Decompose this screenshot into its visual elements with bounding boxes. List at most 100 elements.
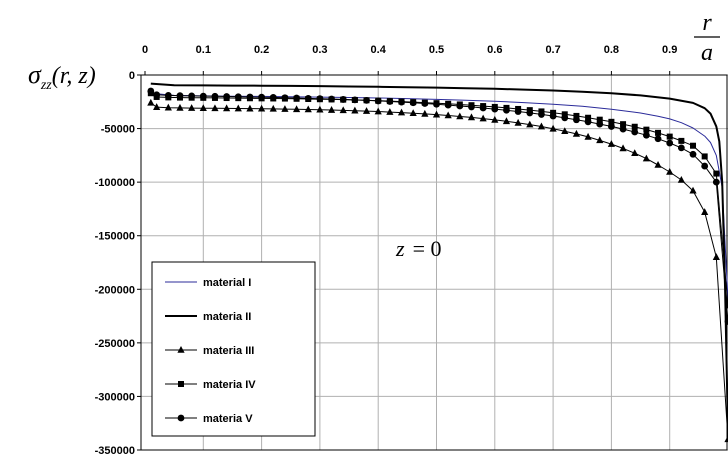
data-point-materia-v	[304, 94, 312, 102]
data-point-materia-iv	[655, 129, 662, 136]
data-point-materia-iv	[678, 137, 685, 144]
data-point-materia-v	[479, 104, 487, 112]
data-point-materia-v	[619, 125, 627, 133]
x-tick-label: 0.8	[604, 44, 619, 56]
data-point-materia-iii	[281, 105, 289, 112]
data-point-materia-iii	[362, 107, 371, 114]
legend-swatch-marker	[177, 414, 185, 422]
data-point-materia-v	[677, 144, 685, 152]
data-point-materia-v	[269, 93, 277, 101]
data-point-materia-v	[573, 116, 580, 124]
data-point-materia-iv	[701, 153, 708, 160]
data-point-materia-v	[724, 318, 728, 325]
data-point-materia-v	[409, 99, 417, 107]
data-point-materia-v	[491, 105, 499, 113]
y-tick-label: -250000	[95, 338, 135, 350]
y-tick-label: -300000	[95, 391, 135, 403]
data-point-materia-v	[561, 114, 569, 122]
legend-box	[151, 261, 316, 437]
data-point-materia-iii	[572, 129, 581, 137]
data-point-materia-v	[654, 135, 662, 143]
data-point-materia-v	[526, 109, 534, 117]
x-tick-label: 0.4	[371, 44, 387, 56]
data-point-materia-v	[503, 106, 510, 114]
y-tick-label: -200000	[95, 284, 135, 296]
data-point-materia-iii	[339, 106, 347, 114]
data-point-materia-v	[234, 93, 242, 101]
data-point-materia-v	[153, 91, 161, 99]
data-point-materia-v	[211, 92, 219, 100]
data-point-materia-iii	[619, 144, 627, 152]
data-point-materia-v	[631, 128, 639, 136]
y-label-sub: zz	[40, 78, 52, 93]
data-point-materia-v	[398, 98, 405, 106]
data-point-materia-v	[689, 150, 697, 158]
x-tick-label: 0.9	[662, 44, 677, 56]
plot-area	[140, 74, 728, 451]
data-point-materia-iii	[549, 124, 557, 132]
data-point-materia-iii	[188, 104, 196, 111]
data-point-materia-v	[514, 108, 522, 115]
legend-label: material I	[203, 277, 251, 289]
x-tick-label: 0.3	[312, 44, 327, 56]
legend-entries: material I materia II materia III materia I…	[165, 277, 256, 425]
x-label-denominator: a	[701, 40, 713, 66]
x-tick-label: 0.5	[429, 44, 444, 56]
data-point-materia-v	[351, 96, 359, 104]
y-label-args: (r, z)	[52, 63, 96, 89]
data-point-materia-iii	[491, 115, 499, 123]
x-tick-label: 0.7	[545, 44, 560, 56]
data-point-materia-iii	[526, 120, 534, 128]
legend-swatch-marker	[177, 346, 185, 353]
data-point-materia-iii	[176, 103, 184, 111]
data-point-materia-iii	[351, 106, 359, 114]
data-point-materia-iii	[444, 111, 452, 119]
legend-entry-materia-iii: materia III	[165, 345, 254, 357]
data-point-materia-iv	[643, 126, 650, 133]
legend-entry-materia-v: materia V	[165, 413, 253, 425]
data-point-materia-v	[386, 98, 394, 105]
legend-label: materia IV	[203, 379, 256, 391]
data-point-materia-v	[421, 100, 429, 107]
data-point-materia-iii	[397, 108, 406, 116]
data-point-materia-iii	[147, 98, 155, 106]
data-point-materia-iv	[573, 112, 580, 119]
data-point-materia-iv	[561, 111, 568, 118]
data-point-materia-iv	[690, 142, 697, 149]
data-point-materia-iii	[561, 127, 569, 135]
data-point-materia-iii	[479, 114, 487, 122]
legend-entry-materia-iv: materia IV	[165, 379, 256, 391]
legend-label: materia III	[203, 345, 254, 357]
data-point-materia-iii	[502, 117, 511, 125]
data-point-materia-v	[258, 93, 265, 101]
data-point-materia-iii	[607, 140, 615, 147]
data-point-materia-v	[328, 95, 335, 103]
x-tick-label: 0	[142, 44, 148, 56]
data-point-materia-iv	[713, 170, 720, 177]
data-point-materia-iii	[211, 104, 219, 112]
data-point-materia-v	[176, 92, 184, 100]
series-materia-v	[147, 87, 728, 325]
series-materia-iii	[147, 98, 728, 443]
data-point-materia-iii	[596, 136, 604, 144]
data-point-materia-iii	[666, 167, 674, 175]
data-point-materia-iii	[421, 109, 429, 117]
data-point-materia-v	[642, 131, 650, 139]
data-point-materia-iii	[292, 105, 301, 113]
data-point-materia-v	[199, 92, 207, 100]
data-point-materia-iii	[712, 253, 720, 260]
data-point-materia-iii	[631, 149, 639, 157]
data-point-materia-v	[456, 102, 464, 110]
data-point-materia-v	[701, 162, 709, 170]
data-point-materia-v	[281, 94, 289, 102]
data-point-materia-iii	[642, 154, 650, 162]
data-point-materia-iii	[654, 161, 662, 168]
data-point-materia-iii	[316, 105, 324, 113]
data-point-materia-iii	[724, 435, 728, 443]
y-tick-label: -350000	[95, 445, 135, 457]
legend-label: materia II	[203, 311, 251, 323]
data-point-materia-v	[444, 101, 452, 109]
data-point-materia-iii	[269, 104, 277, 112]
data-point-materia-v	[164, 91, 172, 99]
